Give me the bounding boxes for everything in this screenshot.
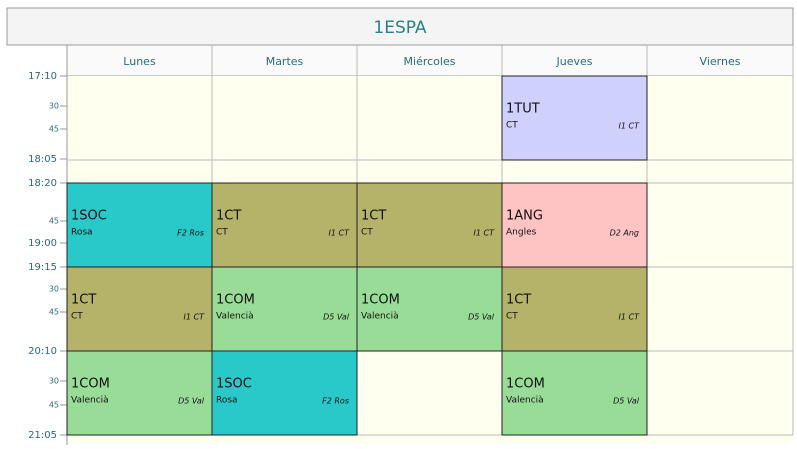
- session-block: [501, 182, 648, 268]
- day-header: Miércoles: [404, 55, 456, 68]
- teacher: CT: [71, 312, 83, 322]
- header-row: [66, 44, 794, 77]
- session-block: [501, 350, 648, 436]
- teacher: Valencià: [506, 396, 544, 406]
- time-label: 45: [49, 401, 59, 410]
- time-label: 45: [49, 125, 59, 134]
- subject: 1CT: [361, 209, 386, 224]
- time-label: 45: [49, 217, 59, 226]
- subject: 1COM: [361, 293, 400, 308]
- title: 1ESPA: [373, 18, 427, 38]
- teacher: Valencià: [361, 312, 399, 322]
- time-label: 18:20: [28, 178, 57, 189]
- day-header: Jueves: [556, 55, 593, 68]
- time-label: 17:10: [28, 71, 57, 82]
- teacher: Valencià: [216, 312, 254, 322]
- teacher: Valencià: [71, 396, 109, 406]
- time-label: 20:10: [28, 346, 57, 357]
- time-label: 21:05: [28, 430, 57, 441]
- room: F2 Ros: [322, 397, 349, 406]
- teacher: Rosa: [71, 228, 93, 238]
- subject: 1COM: [216, 293, 255, 308]
- room: I1 CT: [329, 229, 351, 238]
- room: D5 Val: [323, 313, 350, 322]
- room: I1 CT: [619, 313, 641, 322]
- subject: 1CT: [71, 293, 96, 308]
- teacher: Rosa: [216, 396, 238, 406]
- subject: 1SOC: [71, 209, 107, 224]
- session-block: [356, 266, 503, 352]
- teacher: CT: [216, 228, 228, 238]
- time-label: 30: [49, 377, 59, 386]
- teacher: Angles: [506, 228, 537, 238]
- day-header: Viernes: [700, 55, 741, 68]
- subject: 1TUT: [506, 102, 540, 117]
- room: D5 Val: [613, 397, 640, 406]
- time-label: 19:00: [28, 238, 57, 249]
- room: I1 CT: [184, 313, 206, 322]
- room: I1 CT: [619, 122, 641, 131]
- room: D5 Val: [178, 397, 205, 406]
- time-label: 45: [49, 308, 59, 317]
- session-block: [66, 350, 213, 436]
- session-block: [211, 266, 358, 352]
- teacher: CT: [506, 312, 518, 322]
- teacher: CT: [361, 228, 373, 238]
- subject: 1CT: [216, 209, 241, 224]
- day-header: Lunes: [123, 55, 156, 68]
- subject: 1ANG: [506, 209, 543, 224]
- teacher: CT: [506, 121, 518, 131]
- session-block: [356, 182, 503, 268]
- room: D5 Val: [468, 313, 495, 322]
- session-block: [501, 75, 648, 161]
- time-label: 19:15: [28, 262, 57, 273]
- session-block: [501, 266, 648, 352]
- day-header: Martes: [266, 55, 304, 68]
- subject: 1CT: [506, 293, 531, 308]
- room: F2 Ros: [177, 229, 204, 238]
- subject: 1COM: [71, 377, 110, 392]
- session-block: [211, 350, 358, 436]
- session-block: [66, 182, 213, 268]
- subject: 1SOC: [216, 377, 252, 392]
- room: D2 Ang: [610, 229, 639, 238]
- session-block: [66, 266, 213, 352]
- session-block: [211, 182, 358, 268]
- room: I1 CT: [474, 229, 496, 238]
- subject: 1COM: [506, 377, 545, 392]
- time-label: 18:05: [28, 154, 57, 165]
- time-label: 30: [49, 102, 59, 111]
- time-label: 30: [49, 285, 59, 294]
- title-bar: [6, 7, 794, 46]
